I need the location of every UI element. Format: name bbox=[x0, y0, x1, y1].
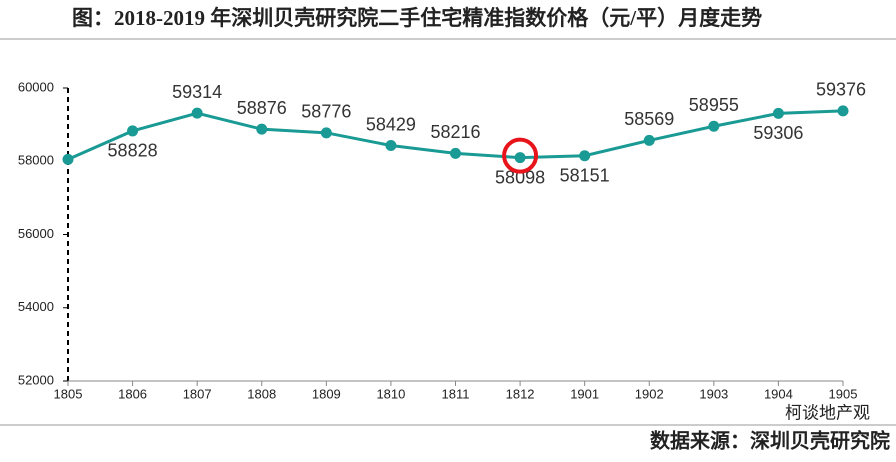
value-label: 58569 bbox=[624, 109, 674, 129]
point bbox=[708, 120, 720, 132]
y-tick-label: 58000 bbox=[18, 153, 54, 168]
x-tick-label: 1810 bbox=[376, 386, 405, 401]
point bbox=[643, 134, 655, 146]
value-label: 58876 bbox=[237, 98, 287, 118]
x-tick-label: 1905 bbox=[829, 386, 858, 401]
point bbox=[450, 147, 461, 159]
y-tick-label: 60000 bbox=[18, 79, 54, 94]
point bbox=[320, 127, 332, 139]
value-label: 58776 bbox=[301, 102, 351, 122]
value-label: 59376 bbox=[816, 80, 866, 100]
value-label: 59314 bbox=[172, 82, 222, 102]
x-tick-label: 1904 bbox=[764, 386, 793, 401]
x-tick-label: 1807 bbox=[183, 386, 212, 401]
point bbox=[579, 150, 591, 162]
y-tick-label: 54000 bbox=[18, 299, 54, 314]
source: 数据来源：深圳贝壳研究院 bbox=[650, 429, 890, 453]
value-label: 59306 bbox=[753, 123, 803, 143]
point bbox=[837, 105, 849, 117]
value-label: 58429 bbox=[366, 114, 416, 134]
y-tick-label: 52000 bbox=[18, 372, 54, 387]
x-tick-label: 1805 bbox=[54, 386, 83, 401]
chart-title: 图：2018-2019 年深圳贝壳研究院二手住宅精准指数价格（元/平）月度走势 bbox=[72, 6, 762, 30]
point bbox=[191, 107, 203, 119]
x-tick-label: 1812 bbox=[506, 386, 535, 401]
x-tick-label: 1901 bbox=[570, 386, 599, 401]
point bbox=[385, 140, 397, 152]
point bbox=[772, 107, 784, 119]
x-tick-label: 1902 bbox=[635, 386, 664, 401]
highlight-ring bbox=[502, 137, 539, 174]
x-tick-label: 1811 bbox=[442, 386, 470, 401]
point bbox=[127, 125, 139, 137]
value-label: 58151 bbox=[560, 165, 610, 185]
value-label: 58098 bbox=[495, 167, 545, 187]
point bbox=[256, 123, 268, 135]
value-label: 58216 bbox=[430, 122, 480, 142]
y-tick-label: 56000 bbox=[18, 226, 54, 241]
point bbox=[514, 152, 526, 164]
x-tick-label: 1809 bbox=[312, 386, 341, 401]
watermark: 柯谈地产观 bbox=[785, 403, 870, 422]
point bbox=[62, 153, 74, 165]
x-tick-label: 1903 bbox=[699, 386, 728, 401]
value-label: 58955 bbox=[689, 95, 739, 115]
x-tick-label: 1808 bbox=[247, 386, 276, 401]
x-tick-label: 1806 bbox=[118, 386, 147, 401]
value-label: 58828 bbox=[108, 141, 158, 161]
